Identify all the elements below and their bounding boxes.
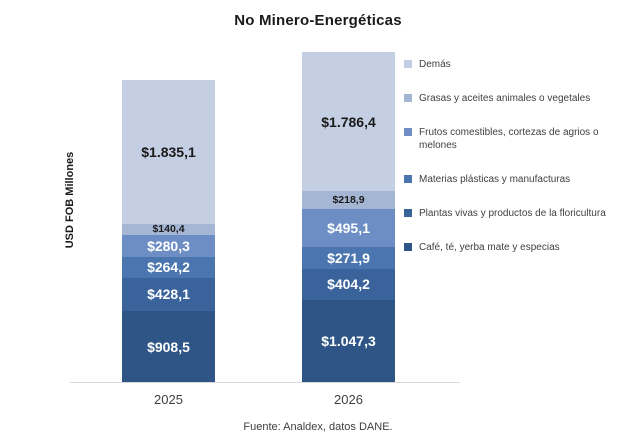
bar-segment: $404,2 — [302, 268, 395, 301]
bar-value-label: $140,4 — [152, 223, 185, 236]
legend-swatch — [404, 175, 412, 183]
legend-label: Grasas y aceites animales o vegetales — [419, 93, 591, 104]
legend-item: Materias plásticas y manufacturas — [404, 173, 614, 186]
legend-label: Café, té, yerba mate y especias — [419, 242, 560, 253]
x-axis-line — [70, 382, 460, 383]
legend-swatch — [404, 209, 412, 217]
bar-value-label: $495,1 — [327, 219, 370, 236]
bar-value-label: $1.786,4 — [321, 113, 376, 130]
legend-swatch — [404, 94, 412, 102]
legend-item: Plantas vivas y productos de la floricul… — [404, 207, 614, 220]
bar-value-label: $280,3 — [147, 237, 190, 254]
bar-segment: $280,3 — [122, 234, 215, 257]
bar-value-label: $428,1 — [147, 286, 190, 303]
stacked-bar-2025: $1.835,1 $140,4 $280,3 $264,2 $428,1 $908,5 — [122, 80, 215, 382]
bar-segment: $1.835,1 — [122, 80, 215, 224]
bar-segment: $271,9 — [302, 247, 395, 269]
bar-segment: $1.047,3 — [302, 300, 395, 382]
chart-title: No Minero-Energéticas — [234, 12, 402, 29]
bar-segment: $1.786,4 — [302, 51, 395, 192]
bar-value-label: $908,5 — [147, 338, 190, 355]
bar-segment: $218,9 — [302, 191, 395, 209]
legend-swatch — [404, 60, 412, 68]
bar-value-label: $218,9 — [332, 193, 365, 206]
stacked-bar-2026: $1.786,4 $218,9 $495,1 $271,9 $404,2 $1.047,3 — [302, 51, 395, 382]
legend-swatch — [404, 243, 412, 251]
legend-label: Plantas vivas y productos de la floricul… — [419, 208, 606, 219]
bar-segment: $495,1 — [302, 208, 395, 248]
bar-value-label: $1.047,3 — [321, 333, 376, 350]
legend-label: Frutos comestibles, cortezas de agrios o… — [419, 127, 599, 151]
x-tick-label: 2026 — [334, 392, 363, 407]
bar-segment: $264,2 — [122, 256, 215, 278]
legend-label: Demás — [419, 59, 451, 70]
x-tick-label: 2025 — [154, 392, 183, 407]
bar-segment: $140,4 — [122, 223, 215, 236]
bar-segment: $908,5 — [122, 311, 215, 382]
legend-item: Café, té, yerba mate y especias — [404, 241, 614, 254]
legend-item: Grasas y aceites animales o vegetales — [404, 92, 614, 105]
legend-item: Frutos comestibles, cortezas de agrios o… — [404, 126, 614, 152]
legend-label: Materias plásticas y manufacturas — [419, 174, 571, 185]
bar-value-label: $1.835,1 — [141, 144, 196, 161]
bar-value-label: $404,2 — [327, 276, 370, 293]
bar-value-label: $271,9 — [327, 249, 370, 266]
bar-segment: $428,1 — [122, 277, 215, 311]
legend-item: Demás — [404, 58, 614, 71]
bar-value-label: $264,2 — [147, 259, 190, 276]
source-note: Fuente: Analdex, datos DANE. — [243, 421, 393, 433]
legend-swatch — [404, 128, 412, 136]
legend: Demás Grasas y aceites animales o vegetal… — [404, 58, 614, 275]
